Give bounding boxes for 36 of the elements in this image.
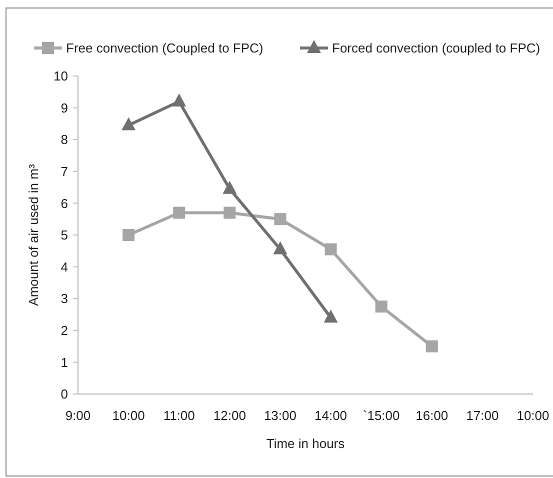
y-tick-label: 9 xyxy=(60,100,68,116)
y-tick-label: 7 xyxy=(60,164,68,179)
y-tick-label: 5 xyxy=(60,228,68,243)
point xyxy=(222,180,237,194)
x-tick-label: 13:00 xyxy=(264,408,296,423)
y-axis-title: Amount of air used in m³ xyxy=(26,164,41,306)
y-tick-label: 10 xyxy=(54,68,68,84)
y-tick-label: 1 xyxy=(60,354,68,370)
point xyxy=(122,117,136,130)
legend-label: Forced convection (coupled to FPC) xyxy=(332,40,540,56)
x-axis-title: Time in hours xyxy=(266,436,346,451)
y-tick-label: 2 xyxy=(60,322,68,338)
x-tick-label: 10:00 xyxy=(516,408,550,423)
x-tick-label: 16:00 xyxy=(416,408,448,423)
point xyxy=(224,206,236,219)
y-tick-label: 0 xyxy=(60,386,68,402)
y-tick-label: 6 xyxy=(60,196,68,211)
point xyxy=(324,243,337,256)
point xyxy=(273,241,288,254)
y-tick-label: 4 xyxy=(60,259,68,274)
legend-label: Free convection (Coupled to FPC) xyxy=(66,40,264,56)
x-tick-label: 11:00 xyxy=(163,408,195,423)
point xyxy=(122,229,135,241)
x-tick-label: 17:00 xyxy=(466,408,499,423)
x-tick-label: 14:00 xyxy=(314,408,348,423)
point xyxy=(274,213,286,226)
y-tick-label: 8 xyxy=(60,132,68,148)
x-tick-label: 10:00 xyxy=(112,408,145,423)
x-tick-label: 12:00 xyxy=(213,408,246,423)
x-tick-label: `15:00 xyxy=(362,408,400,423)
point xyxy=(172,93,186,106)
point xyxy=(173,206,186,219)
x-tick-label: 9:00 xyxy=(65,408,91,423)
point xyxy=(426,340,438,352)
y-tick-label: 3 xyxy=(60,291,68,306)
point xyxy=(375,300,388,313)
